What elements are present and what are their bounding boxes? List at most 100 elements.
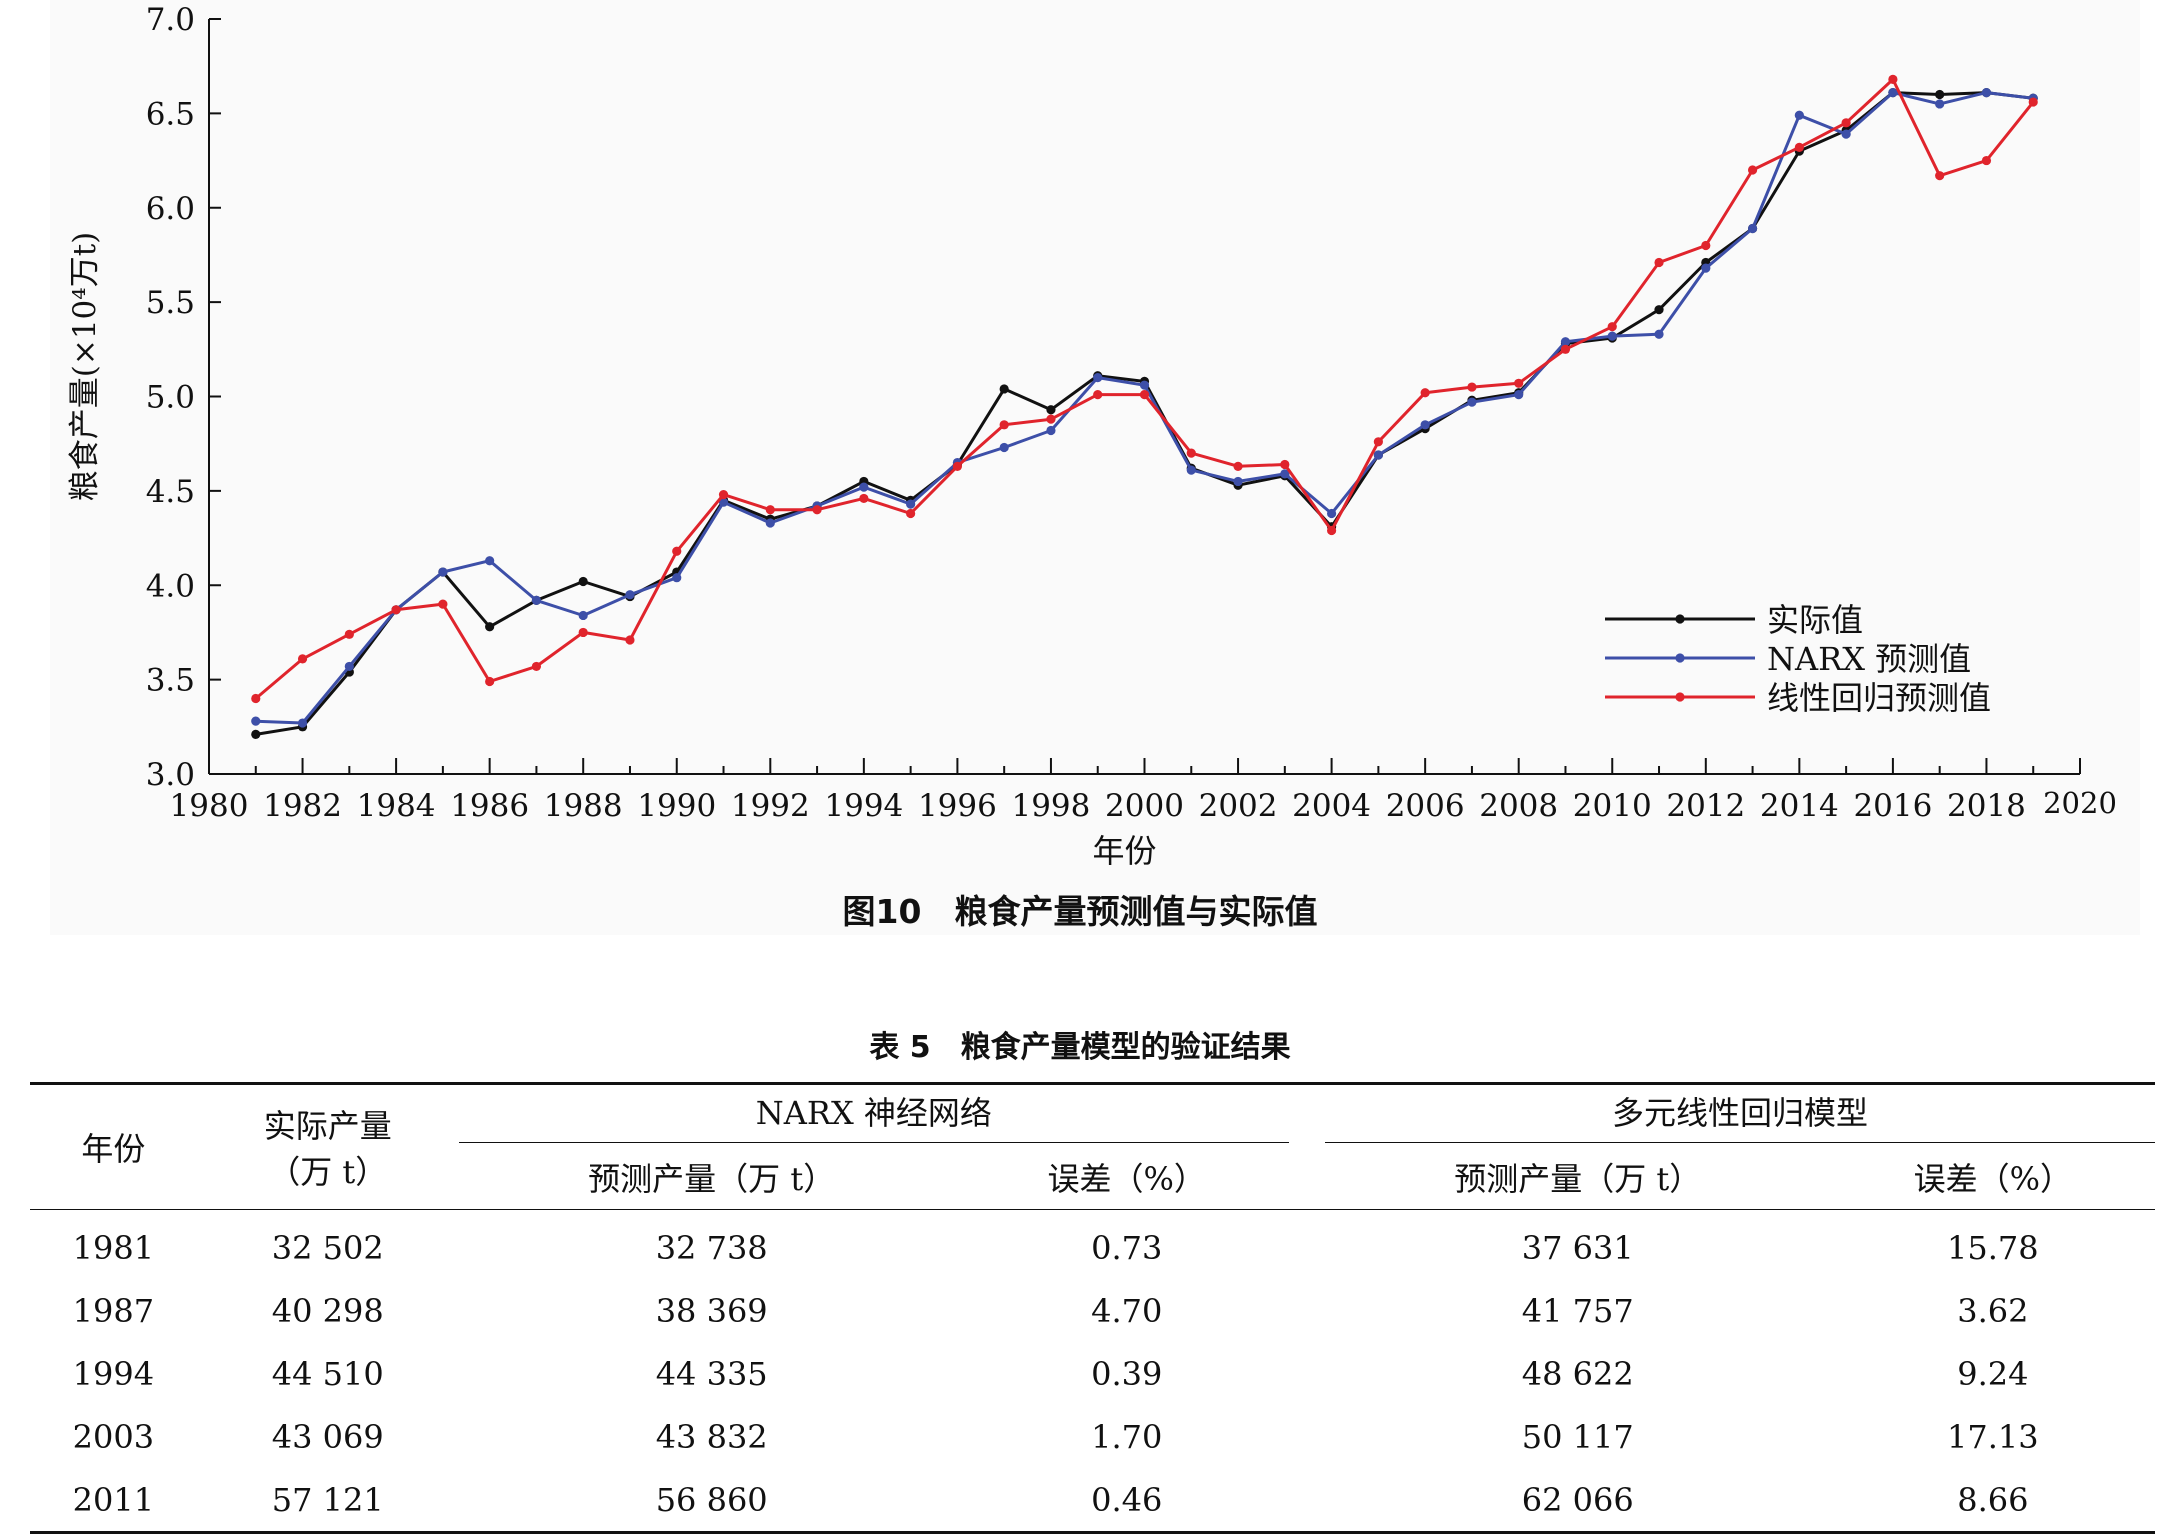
group-header-narx-label: NARX 神经网络 bbox=[458, 1088, 1289, 1143]
cell-mlr-error: 8.66 bbox=[1830, 1468, 2155, 1534]
series-3-point bbox=[1981, 155, 1992, 166]
group-header-mlr-label: 多元线性回归模型 bbox=[1324, 1088, 2155, 1143]
cell-gap bbox=[1289, 1279, 1325, 1342]
x-tick-label: 1992 bbox=[731, 788, 810, 824]
y-tick-label: 6.5 bbox=[146, 96, 195, 132]
series-1-point bbox=[1654, 305, 1664, 315]
x-tick-label: 2004 bbox=[1292, 788, 1371, 824]
cell-year: 1994 bbox=[72, 1354, 155, 1393]
series-3-point bbox=[1467, 382, 1477, 392]
line-chart: 3.0 3.5 4.0 4.5 5.0 5.5 6.0 6.5 7.0 1980 1982 1984 1… bbox=[67, 2, 2117, 870]
series-2-point bbox=[438, 567, 448, 577]
cell-mlr-pred: 62 066 bbox=[1324, 1468, 1831, 1534]
cell-narx-error: 0.39 bbox=[1091, 1354, 1163, 1393]
series-3-point bbox=[1654, 257, 1664, 268]
series-2-point bbox=[1327, 508, 1337, 519]
series-3-point bbox=[1794, 142, 1804, 152]
series-2-point bbox=[672, 573, 682, 583]
series-3-point bbox=[1327, 525, 1337, 536]
x-tick-label: 1998 bbox=[1011, 788, 1090, 824]
series-2-point bbox=[1794, 110, 1804, 120]
cell-mlr-error: 17.13 bbox=[1947, 1417, 2039, 1456]
table-row: 2011 57 121 56 860 0.46 62 066 8.66 bbox=[30, 1468, 2155, 1534]
series-2-point bbox=[1841, 129, 1851, 139]
legend-swatch-marker bbox=[1675, 653, 1685, 663]
series-3-point bbox=[485, 676, 495, 687]
cell-mlr-error: 15.78 bbox=[1947, 1228, 2039, 1267]
series-3-point bbox=[1560, 344, 1571, 354]
series-2-point bbox=[625, 590, 635, 600]
cell-gap bbox=[1289, 1342, 1325, 1405]
series-3-point bbox=[718, 490, 729, 500]
x-tick-label: 1988 bbox=[544, 788, 623, 824]
series-2-point bbox=[999, 442, 1009, 453]
x-tick-label: 2008 bbox=[1479, 788, 1558, 824]
series-2-point bbox=[1046, 425, 1056, 436]
series-2-point bbox=[1701, 263, 1711, 273]
col-header-actual-line1: 实际产量 bbox=[263, 1107, 392, 1145]
cell-narx-error: 0.46 bbox=[964, 1468, 1289, 1534]
series-2-point bbox=[718, 497, 729, 507]
cell-year: 1987 bbox=[72, 1291, 155, 1330]
series-3-point bbox=[952, 461, 963, 471]
x-tick-label: 2020 bbox=[2043, 786, 2117, 820]
series-3-point bbox=[1514, 378, 1524, 388]
series-1-point bbox=[999, 384, 1009, 394]
cell-actual: 32 502 bbox=[271, 1228, 384, 1267]
series-2-point bbox=[1233, 476, 1243, 487]
series-3-point bbox=[672, 546, 682, 556]
series-3-point bbox=[1046, 414, 1056, 424]
x-tick-label: 1986 bbox=[450, 788, 529, 824]
cell-year: 2011 bbox=[30, 1468, 197, 1534]
cell-actual: 44 510 bbox=[271, 1354, 384, 1393]
series-3-point bbox=[1747, 165, 1758, 175]
series-3-point bbox=[344, 629, 354, 639]
series-2-point bbox=[297, 718, 308, 728]
cell-actual: 40 298 bbox=[271, 1291, 384, 1330]
cell-gap bbox=[1289, 1210, 1325, 1280]
x-tick-label: 1984 bbox=[357, 788, 436, 824]
table-body: 1981 32 502 32 738 0.73 37 631 15.78 1987 40 29… bbox=[30, 1210, 2155, 1534]
series-3-point bbox=[391, 605, 401, 615]
cell-year: 2003 bbox=[72, 1417, 155, 1456]
y-tick-label: 3.0 bbox=[146, 757, 195, 793]
series-3-point bbox=[1841, 118, 1851, 128]
series-2-point bbox=[906, 499, 916, 509]
series-3-point bbox=[438, 599, 448, 609]
series-3-point bbox=[906, 508, 916, 519]
results-table: 年份 实际产量 （万 t） NARX 神经网络 多元线性回归模型 预测产量（万 … bbox=[30, 1082, 2155, 1534]
cell-narx-pred: 38 369 bbox=[655, 1291, 768, 1330]
x-tick-label: 2006 bbox=[1386, 788, 1465, 824]
y-tick-label: 5.5 bbox=[146, 285, 195, 321]
x-tick-label: 2014 bbox=[1760, 788, 1839, 824]
series-2-point bbox=[1373, 450, 1383, 460]
x-tick-label: 2000 bbox=[1105, 788, 1184, 824]
series-3-point bbox=[1373, 437, 1383, 447]
cell-mlr-pred: 48 622 bbox=[1521, 1354, 1634, 1393]
cell-mlr-error: 9.24 bbox=[1957, 1354, 2029, 1393]
x-tick-label: 1990 bbox=[637, 788, 716, 824]
cell-narx-error: 0.73 bbox=[1091, 1228, 1163, 1267]
series-1-point bbox=[1046, 405, 1056, 415]
y-tick-label: 5.0 bbox=[146, 380, 195, 416]
cell-year: 1981 bbox=[72, 1228, 155, 1267]
cell-mlr-pred: 41 757 bbox=[1521, 1291, 1634, 1330]
series-2-point bbox=[344, 661, 354, 672]
series-3-point bbox=[765, 505, 775, 515]
series-3-point bbox=[578, 627, 588, 638]
series-2-point bbox=[1888, 88, 1898, 98]
y-tick-label: 6.0 bbox=[146, 191, 195, 227]
series-2-point bbox=[1607, 331, 1617, 341]
legend-label: 实际值 bbox=[1767, 601, 1863, 639]
x-tick-label: 1994 bbox=[824, 788, 903, 824]
header-gap bbox=[1288, 1082, 1325, 1145]
cell-narx-error: 4.70 bbox=[1091, 1291, 1163, 1330]
col-header-mlr-error: 误差（%） bbox=[1830, 1145, 2155, 1210]
series-2-point bbox=[1935, 99, 1945, 109]
y-tick-label: 4.0 bbox=[146, 568, 195, 604]
table-caption: 表 5 粮食产量模型的验证结果 bbox=[869, 1030, 1291, 1065]
series-3-point bbox=[1186, 448, 1196, 458]
x-tick-label: 2010 bbox=[1573, 788, 1652, 824]
series-2-point bbox=[1514, 390, 1524, 400]
cell-mlr-error: 3.62 bbox=[1957, 1291, 2029, 1330]
